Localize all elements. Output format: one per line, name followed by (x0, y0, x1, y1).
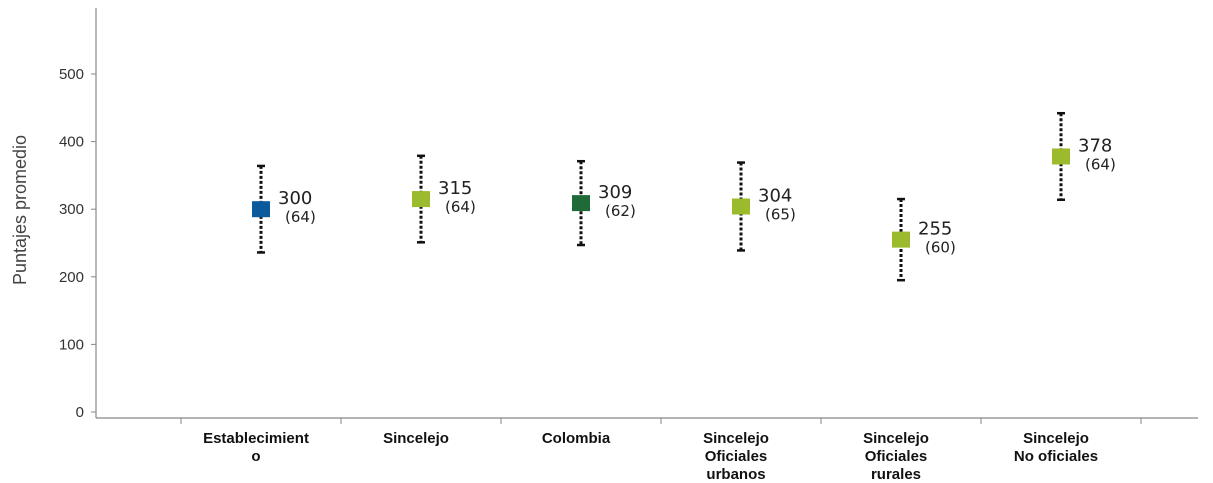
data-point (732, 198, 750, 215)
x-tick-label: Colombia (542, 430, 611, 447)
x-tick-label: Sincelejo Oficiales urbanos (703, 430, 769, 483)
value-label: 315 (438, 178, 472, 199)
sd-label: (65) (765, 205, 796, 223)
sd-label: (64) (1085, 155, 1116, 173)
sd-label: (60) (925, 239, 956, 257)
y-tick-label: 400 (59, 134, 84, 151)
y-axis-title: Puntajes promedio (10, 135, 30, 285)
value-label: 309 (598, 182, 632, 203)
y-tick-label: 0 (76, 404, 84, 421)
sd-label: (64) (445, 198, 476, 216)
axes: 0 100 200 300 400 500 Establecimient o Sincelejo… (59, 8, 1198, 483)
data-point (412, 191, 430, 208)
y-tick-label: 100 (59, 336, 84, 353)
x-tick-label: Establecimient o (203, 430, 309, 465)
value-label: 304 (758, 185, 792, 206)
x-tick-label: Sincelejo Oficiales rurales (863, 430, 929, 483)
sd-label: (64) (285, 208, 316, 226)
data-point (252, 201, 270, 218)
marks: 300(64)315(64)309(62)304(65)255(60)378(6… (252, 111, 1116, 282)
x-tick-label: Sincelejo (383, 430, 449, 447)
value-label: 300 (278, 188, 312, 209)
data-point (892, 231, 910, 248)
y-tick-label: 300 (59, 201, 84, 218)
data-point (572, 195, 590, 212)
y-tick-label: 500 (59, 66, 84, 83)
y-tick-label: 200 (59, 269, 84, 286)
x-tick-label: Sincelejo No oficiales (1014, 430, 1098, 465)
data-point (1052, 148, 1070, 165)
value-label: 255 (918, 219, 952, 240)
sd-label: (62) (605, 202, 636, 220)
value-label: 378 (1078, 135, 1112, 156)
